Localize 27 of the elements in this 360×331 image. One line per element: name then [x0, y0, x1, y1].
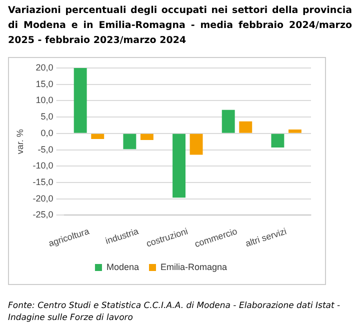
x-tick-label: industria: [104, 226, 140, 246]
y-tick-label: 0,0: [40, 128, 54, 138]
y-tick-label: 10,0: [36, 95, 54, 106]
bar: [271, 134, 284, 148]
y-axis-title: var. %: [14, 129, 25, 154]
x-tick-label: altri servizi: [244, 226, 288, 249]
y-tick-label: -10,0: [32, 160, 54, 171]
legend-label: Emilia-Romagna: [160, 262, 228, 272]
bar: [222, 110, 235, 133]
bar: [140, 134, 154, 140]
bar: [123, 134, 136, 150]
y-tick-label: -20,0: [32, 193, 54, 204]
bar: [74, 68, 87, 133]
source-note: Fonte: Centro Studi e Statistica C.C.I.A.A. di Modena - Elaborazione dati Istat - Indagine sulle Forze di lavoro: [8, 300, 342, 324]
legend-label: Modena: [106, 262, 140, 272]
bar: [91, 134, 104, 139]
y-tick-label: 5,0: [40, 112, 54, 122]
bar: [239, 121, 252, 133]
bar: [190, 134, 203, 155]
y-tick-label: 20,0: [36, 62, 54, 72]
bar: [288, 130, 302, 133]
y-tick-label: -5,0: [38, 144, 54, 154]
y-tick-label: -25,0: [32, 210, 54, 220]
y-tick-label: -15,0: [32, 177, 54, 187]
bar: [172, 134, 186, 198]
y-tick-label: 15,0: [36, 78, 54, 89]
chart-title: Variazioni percentuali degli occupati nei settori della provincia di Modena e in Emilia-Romagna - media febbraio 2024/marzo 2025 - febbraio 2023/marzo 2024: [8, 4, 352, 48]
